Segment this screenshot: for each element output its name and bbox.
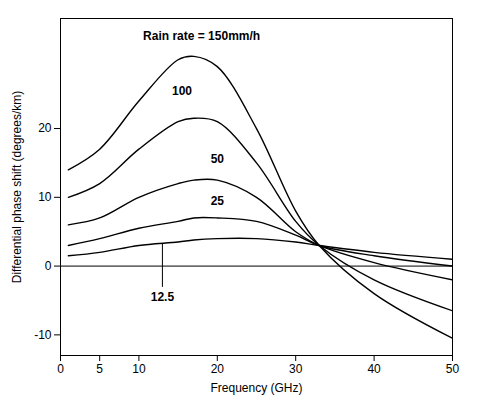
svg-text:50: 50 — [446, 362, 460, 376]
svg-text:0: 0 — [45, 259, 52, 273]
svg-text:5: 5 — [96, 362, 103, 376]
svg-text:Rain rate = 150mm/h: Rain rate = 150mm/h — [143, 29, 260, 43]
svg-text:10: 10 — [38, 190, 52, 204]
svg-text:20: 20 — [38, 121, 52, 135]
svg-text:30: 30 — [289, 362, 303, 376]
svg-text:0: 0 — [57, 362, 64, 376]
svg-text:25: 25 — [211, 194, 225, 208]
svg-text:Frequency (GHz): Frequency (GHz) — [210, 381, 302, 395]
svg-text:10: 10 — [132, 362, 146, 376]
svg-text:50: 50 — [211, 152, 225, 166]
svg-text:20: 20 — [211, 362, 225, 376]
svg-text:40: 40 — [367, 362, 381, 376]
svg-text:Differential phase shift (degr: Differential phase shift (degrees/km) — [10, 91, 24, 284]
svg-text:-10: -10 — [34, 328, 52, 342]
svg-text:100: 100 — [172, 84, 192, 98]
svg-text:12.5: 12.5 — [151, 290, 175, 304]
